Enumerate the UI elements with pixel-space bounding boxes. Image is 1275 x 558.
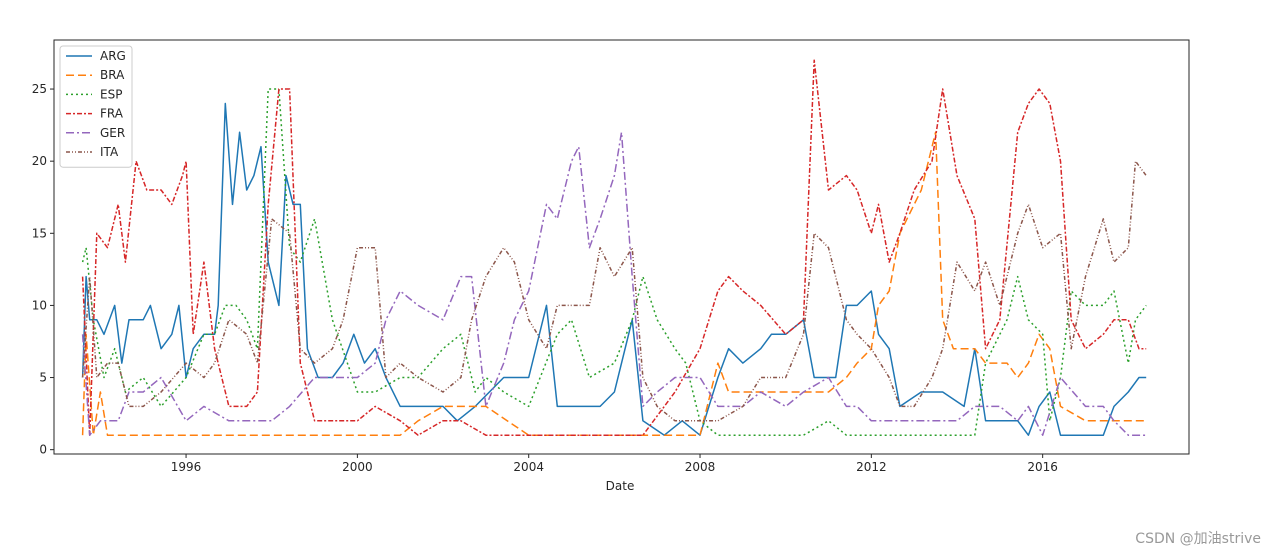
series-line-arg	[81, 102, 1147, 436]
y-axis: 0 5 10 15 20 25	[32, 82, 54, 457]
y-tick-label: 25	[32, 82, 47, 96]
series-line-fra	[81, 59, 1147, 436]
x-tick-label: 2000	[342, 460, 373, 474]
legend: ARG BRA ESP FRA GER ITA	[59, 45, 133, 168]
x-axis: 1996 2000 2004 2008 2012 2016	[171, 454, 1058, 474]
y-tick-label: 20	[32, 154, 47, 168]
y-tick-label: 5	[39, 371, 47, 385]
x-tick-label: 2004	[513, 460, 544, 474]
series-line-ita	[81, 160, 1147, 422]
series-line-bra	[81, 131, 1147, 436]
legend-label-fra: FRA	[100, 107, 124, 121]
legend-label-bra: BRA	[100, 68, 125, 82]
legend-label-arg: ARG	[100, 49, 126, 63]
legend-label-ita: ITA	[100, 145, 119, 159]
watermark: CSDN @加油strive	[1135, 531, 1261, 547]
series-layer	[81, 59, 1147, 436]
y-tick-label: 0	[39, 443, 47, 457]
x-tick-label: 2008	[685, 460, 716, 474]
x-tick-label: 2012	[856, 460, 887, 474]
y-tick-label: 10	[32, 298, 47, 312]
series-line-esp	[81, 88, 1147, 436]
x-axis-label: Date	[606, 479, 635, 493]
y-tick-label: 15	[32, 226, 47, 240]
x-tick-label: 2016	[1027, 460, 1058, 474]
legend-box	[59, 45, 133, 168]
plot-frame	[53, 39, 1190, 455]
series-line-ger	[81, 131, 1147, 436]
legend-label-esp: ESP	[100, 87, 122, 101]
x-tick-label: 1996	[171, 460, 202, 474]
legend-label-ger: GER	[100, 126, 125, 140]
